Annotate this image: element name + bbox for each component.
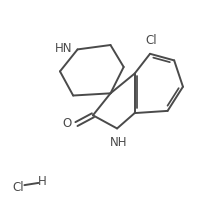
Text: HN: HN xyxy=(55,42,73,55)
Text: O: O xyxy=(62,117,72,130)
Text: Cl: Cl xyxy=(12,181,24,194)
Text: Cl: Cl xyxy=(145,34,157,47)
Text: H: H xyxy=(38,175,47,188)
Text: NH: NH xyxy=(109,136,127,149)
